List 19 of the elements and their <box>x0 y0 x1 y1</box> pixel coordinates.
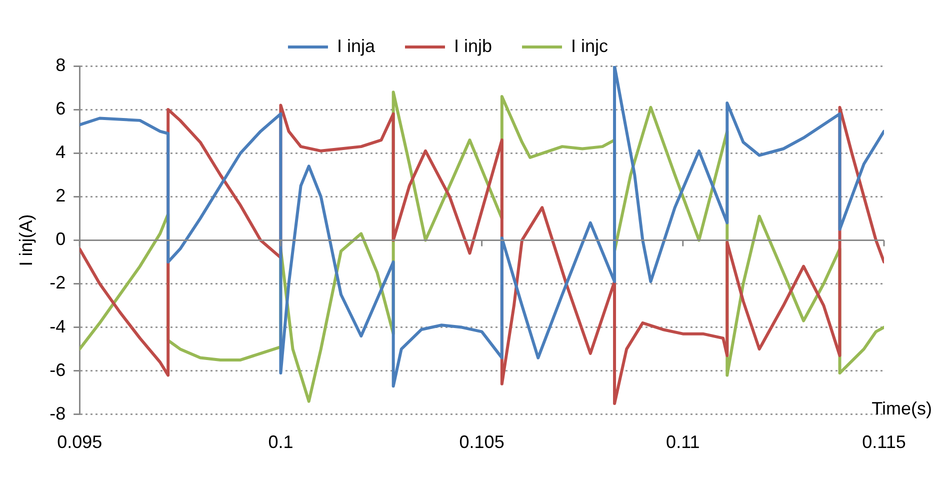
y-axis-title: I inj(A) <box>16 214 36 266</box>
y-tick-label: 0 <box>56 229 66 250</box>
legend-label: I injc <box>571 36 608 56</box>
y-tick-label: 4 <box>56 142 66 162</box>
y-tick-label: -2 <box>50 272 66 293</box>
legend-label: I injb <box>454 36 492 56</box>
y-tick-label: -8 <box>50 403 66 424</box>
y-tick-label: -4 <box>50 316 66 336</box>
x-axis-title: Time(s) <box>872 398 932 418</box>
x-tick-label: 0.105 <box>459 432 504 452</box>
y-tick-label: 2 <box>56 186 66 206</box>
x-tick-label: 0.1 <box>268 432 294 452</box>
x-tick-label: 0.11 <box>666 432 700 452</box>
y-tick-label: 6 <box>56 98 66 119</box>
y-tick-label: -6 <box>50 360 66 380</box>
y-tick-label: 8 <box>56 54 66 75</box>
legend-label: I inja <box>336 36 376 56</box>
x-tick-label: 0.115 <box>862 432 906 452</box>
x-tick-label: 0.095 <box>57 432 102 452</box>
